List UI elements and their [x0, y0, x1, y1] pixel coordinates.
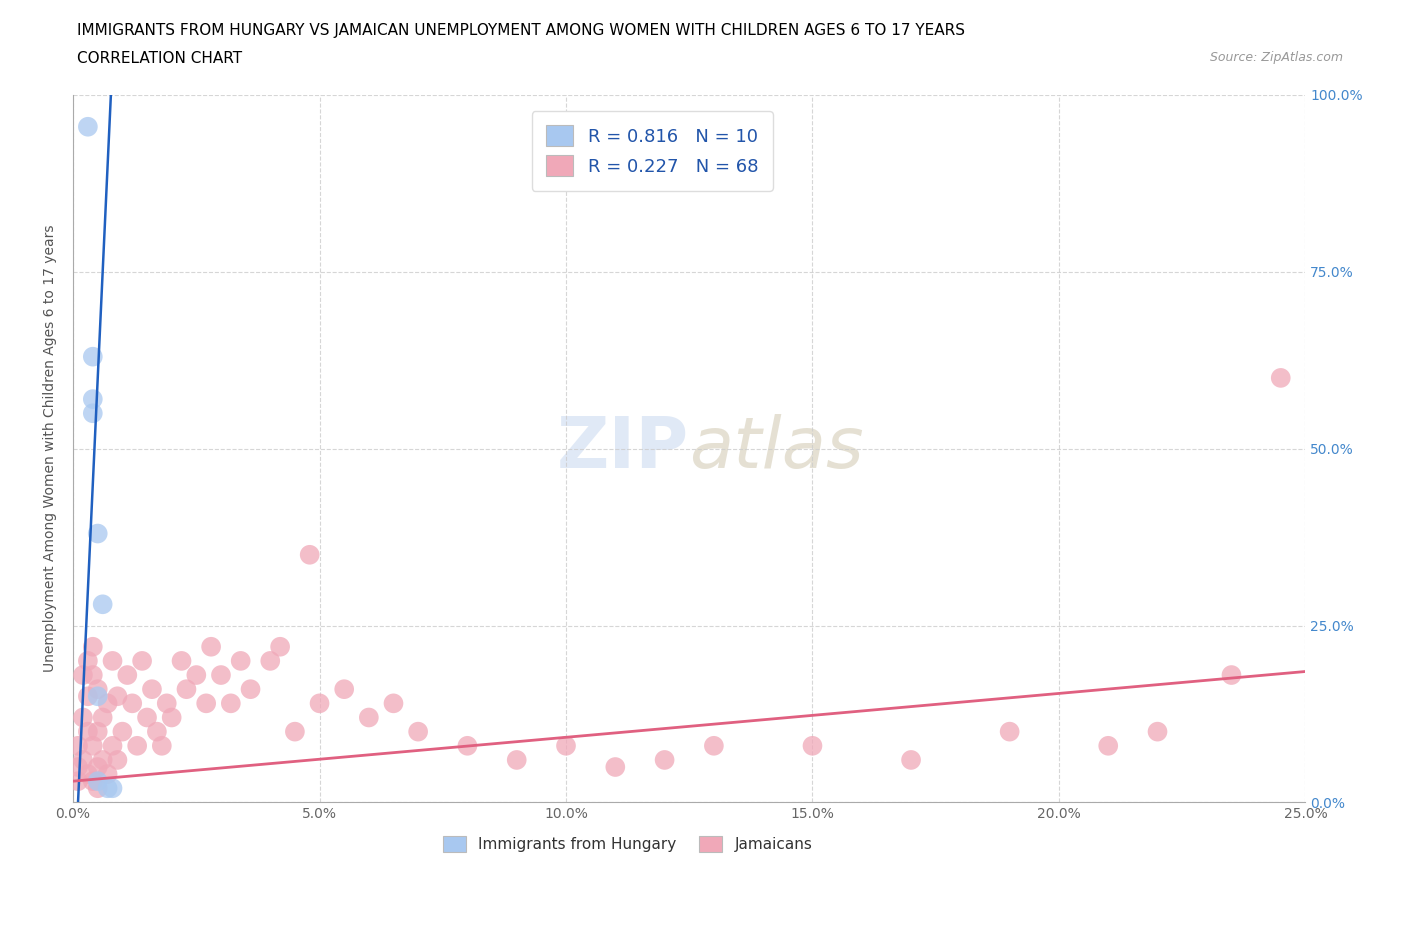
- Point: [72, 752, 94, 767]
- Text: Source: ZipAtlas.com: Source: ZipAtlas.com: [1209, 51, 1343, 64]
- Point: [97, 766, 120, 781]
- Point: [77, 689, 100, 704]
- Point: [87, 774, 110, 789]
- Point: [176, 682, 198, 697]
- Point: [150, 738, 173, 753]
- Point: [209, 668, 232, 683]
- Point: [146, 724, 169, 739]
- Point: [1270, 370, 1292, 385]
- Point: [239, 682, 262, 697]
- Point: [91, 710, 114, 724]
- Point: [107, 752, 129, 767]
- Point: [66, 738, 89, 753]
- Point: [269, 639, 291, 654]
- Point: [298, 548, 321, 563]
- Point: [82, 350, 104, 365]
- Point: [101, 654, 124, 669]
- Point: [91, 752, 114, 767]
- Point: [82, 405, 104, 420]
- Point: [229, 654, 252, 669]
- Point: [136, 710, 159, 724]
- Point: [456, 738, 478, 753]
- Text: IMMIGRANTS FROM HUNGARY VS JAMAICAN UNEMPLOYMENT AMONG WOMEN WITH CHILDREN AGES : IMMIGRANTS FROM HUNGARY VS JAMAICAN UNEM…: [77, 23, 966, 38]
- Point: [259, 654, 281, 669]
- Point: [900, 752, 922, 767]
- Point: [82, 392, 104, 406]
- Point: [72, 710, 94, 724]
- Point: [101, 738, 124, 753]
- Point: [87, 724, 110, 739]
- Point: [107, 689, 129, 704]
- Legend: Immigrants from Hungary, Jamaicans: Immigrants from Hungary, Jamaicans: [437, 830, 818, 858]
- Point: [156, 696, 179, 711]
- Point: [97, 696, 120, 711]
- Point: [77, 724, 100, 739]
- Point: [131, 654, 153, 669]
- Point: [801, 738, 824, 753]
- Text: ZIP: ZIP: [557, 414, 689, 484]
- Point: [284, 724, 307, 739]
- Point: [195, 696, 218, 711]
- Point: [82, 668, 104, 683]
- Text: atlas: atlas: [689, 414, 863, 484]
- Point: [87, 526, 110, 541]
- Point: [66, 760, 89, 775]
- Point: [998, 724, 1021, 739]
- Point: [357, 710, 380, 724]
- Point: [87, 682, 110, 697]
- Point: [111, 724, 134, 739]
- Point: [654, 752, 676, 767]
- Point: [87, 760, 110, 775]
- Point: [82, 738, 104, 753]
- Point: [82, 639, 104, 654]
- Point: [160, 710, 183, 724]
- Point: [703, 738, 725, 753]
- Point: [1220, 668, 1243, 683]
- Point: [605, 760, 627, 775]
- Point: [308, 696, 330, 711]
- Point: [170, 654, 193, 669]
- Point: [200, 639, 222, 654]
- Point: [77, 119, 100, 134]
- Point: [186, 668, 208, 683]
- Y-axis label: Unemployment Among Women with Children Ages 6 to 17 years: Unemployment Among Women with Children A…: [44, 225, 58, 672]
- Point: [87, 689, 110, 704]
- Point: [91, 597, 114, 612]
- Point: [117, 668, 139, 683]
- Point: [82, 774, 104, 789]
- Point: [141, 682, 163, 697]
- Point: [555, 738, 578, 753]
- Point: [72, 668, 94, 683]
- Text: CORRELATION CHART: CORRELATION CHART: [77, 51, 242, 66]
- Point: [1146, 724, 1168, 739]
- Point: [1097, 738, 1119, 753]
- Point: [101, 781, 124, 796]
- Point: [406, 724, 429, 739]
- Point: [121, 696, 143, 711]
- Point: [66, 774, 89, 789]
- Point: [77, 766, 100, 781]
- Point: [127, 738, 149, 753]
- Point: [77, 654, 100, 669]
- Point: [506, 752, 529, 767]
- Point: [87, 781, 110, 796]
- Point: [97, 781, 120, 796]
- Point: [382, 696, 405, 711]
- Point: [219, 696, 242, 711]
- Point: [333, 682, 356, 697]
